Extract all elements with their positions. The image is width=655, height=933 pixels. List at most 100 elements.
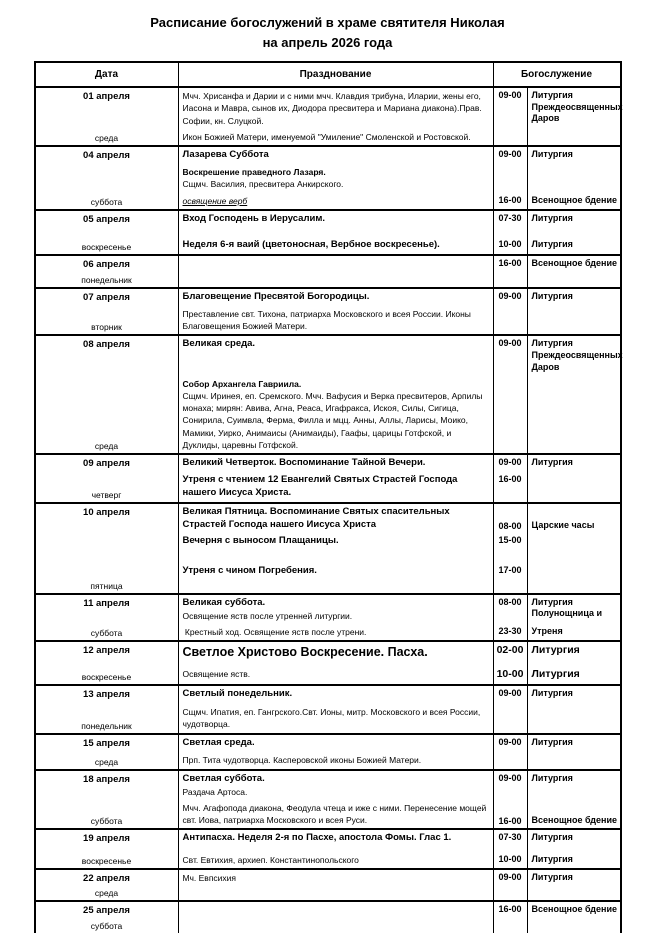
date-label: 05 апреля	[83, 214, 130, 225]
celebration-text: Светлая суббота.	[182, 772, 265, 784]
celebration-cell: Светлое Христово Воскресение. Пасха.	[177, 642, 493, 667]
weekday-label: четверг	[91, 489, 122, 500]
page-title: Расписание богослужений в храме святител…	[0, 13, 655, 52]
celebration-cell: Утреня с чином Погребения.	[177, 563, 493, 593]
celebration-cell: Великая суббота. Освящение яств после ут…	[177, 594, 493, 624]
service-name: Царские часы	[531, 519, 595, 530]
celebration-cell: Вход Господень в Иерусалим.	[177, 211, 493, 238]
table-row: 22 апреля среда Мч. Евпсихия 09-00 Литургия	[35, 868, 620, 901]
service-name: Литургия	[531, 772, 573, 783]
service-time: 15-00	[498, 535, 522, 546]
celebration-text: Светлая среда.	[182, 736, 255, 748]
service-cell: Литургия	[526, 852, 620, 869]
service-cell	[526, 472, 620, 502]
celebration-cell: освящение верб	[177, 192, 493, 209]
celebration-text: Утреня с чином Погребения.	[182, 565, 317, 577]
table-row: 15 апреля среда Светлая среда. 09-00 Литурги…	[35, 732, 620, 769]
service-cell	[526, 533, 620, 564]
celebration-text: Светлый понедельник.	[182, 688, 293, 700]
time-cell: 09-00	[492, 455, 527, 473]
service-cell: Литургия	[526, 686, 620, 703]
date-label: 22 апреля	[83, 873, 130, 885]
service-name: Всенощное бдение	[531, 194, 618, 205]
celebration-text: Икон Божией Матери, именуемой "Умиление"…	[182, 131, 471, 142]
weekday-label: воскресенье	[81, 672, 132, 683]
date-cell: 18 апреля суббота	[36, 771, 178, 829]
service-cell: Литургия	[526, 870, 620, 901]
date-label: 18 апреля	[83, 773, 130, 785]
service-time: 08-00	[498, 521, 522, 532]
celebration-text: Благовещение Пресвятой Богородицы.	[182, 291, 370, 302]
service-cell: Литургия Полунощница и	[526, 594, 620, 624]
time-cell: 09-00	[492, 870, 527, 901]
service-name: Утреня	[531, 625, 563, 636]
celebration-cell: Освящение яств.	[177, 666, 493, 685]
time-cell: 10-00	[492, 666, 527, 685]
date-label: 06 апреля	[83, 259, 130, 270]
weekday-label: суббота	[90, 921, 123, 932]
service-name: Литургия	[531, 239, 573, 250]
celebration-text: Преставление свт. Тихона, патриарха Моск…	[182, 308, 471, 332]
service-name: Литургия	[531, 213, 573, 223]
celebration-text: Свт. Евтихия, архиеп. Константинопольско…	[182, 855, 359, 866]
time-cell	[492, 164, 527, 193]
service-cell: Литургия	[526, 147, 620, 165]
service-cell: Литургия	[526, 830, 620, 853]
weekday-label: воскресенье	[81, 242, 132, 252]
service-name: Литургия	[531, 668, 580, 681]
celebration-cell: Прп. Тита чудотворца. Касперовской иконы…	[177, 751, 493, 769]
service-time: 09-00	[498, 90, 522, 100]
service-time: 10-00	[498, 854, 522, 865]
service-cell: Всенощное бдение	[526, 192, 620, 209]
header-celebration: Празднование	[177, 63, 493, 86]
date-label: 13 апреля	[83, 689, 130, 701]
date-label: 07 апреля	[83, 292, 130, 303]
time-cell	[492, 305, 527, 335]
time-cell: 15-00	[492, 533, 527, 564]
celebration-cell: Вечерня с выносом Плащаницы.	[177, 533, 493, 564]
service-cell: Литургия	[526, 666, 620, 685]
date-cell: 19 апреля воскресенье	[36, 830, 178, 868]
celebration-cell: Мчч. Агафопода диакона, Феодула чтеца и …	[177, 799, 493, 829]
weekday-label: вторник	[91, 322, 122, 333]
service-time: 07-30	[498, 832, 522, 843]
celebration-text: Мч. Евпсихия	[182, 873, 237, 884]
celebration-text: Великий Четверток. Воспоминание Тайной В…	[182, 457, 426, 469]
celebration-cell	[177, 256, 493, 287]
time-cell: 10-00	[492, 237, 527, 254]
weekday-label: суббота	[90, 628, 123, 639]
page-title-line1: Расписание богослужений в храме святител…	[150, 15, 505, 30]
service-name: Литургия	[531, 149, 573, 160]
time-cell: 07-30	[492, 211, 527, 238]
time-cell: 16-00	[492, 256, 527, 287]
date-cell: 11 апреля суббота	[36, 595, 178, 640]
table-row: 07 апреля вторник Благовещение Пресвятой Б…	[35, 287, 620, 335]
service-name: Литургия Преждеосвященных Даров	[531, 90, 623, 124]
weekday-label: понедельник	[81, 720, 132, 731]
service-name: Литургия	[531, 832, 573, 843]
celebration-text: Светлое Христово Воскресение. Пасха.	[182, 645, 428, 660]
table-rows: 01 апреля среда Мчч. Хрисанфа и Дарии и с …	[35, 86, 623, 933]
time-cell: 09-00	[492, 734, 527, 752]
celebration-cell: Светлая суббота. Раздача Артоса.	[177, 770, 493, 800]
service-time: 09-00	[498, 149, 522, 160]
celebration-cell: Сщмч. Ипатия, еп. Гангрского.Свт. Ионы, …	[177, 702, 493, 733]
time-cell: 02-00	[492, 642, 527, 667]
celebration-text: Утреня с чтением 12 Евангелий Святых Стр…	[182, 474, 458, 498]
service-name: Литургия	[531, 688, 573, 699]
service-cell: Всенощное бдение	[526, 902, 620, 933]
date-label: 09 апреля	[83, 458, 130, 470]
service-time: 23-30	[498, 625, 522, 636]
celebration-text: Прп. Тита чудотворца. Касперовской иконы…	[182, 755, 422, 766]
date-cell: 22 апреля среда	[36, 870, 178, 900]
service-name: Всенощное бдение	[531, 258, 618, 268]
celebration-text: Мчч. Агафопода диакона, Феодула чтеца и …	[182, 802, 487, 826]
table-row: 18 апреля суббота Светлая суббота. Раздача…	[35, 768, 620, 829]
time-cell: 16-00	[492, 192, 527, 209]
service-cell	[526, 375, 620, 454]
celebration-cell: Антипасха. Неделя 2-я по Пасхе, апостола…	[177, 830, 493, 853]
service-cell: Царские часы	[526, 503, 620, 534]
time-cell	[492, 751, 527, 769]
service-name: Литургия Полунощница и	[531, 596, 603, 619]
